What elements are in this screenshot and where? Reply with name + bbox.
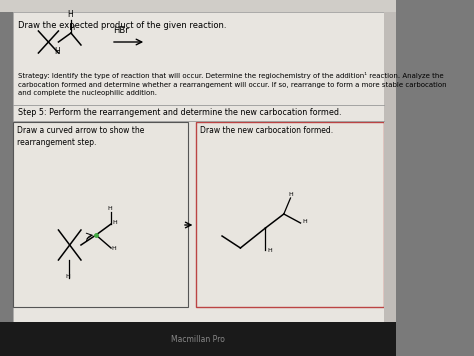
- Text: H: H: [302, 219, 307, 224]
- Text: H: H: [111, 246, 116, 251]
- Text: H: H: [67, 10, 73, 19]
- Text: H: H: [267, 248, 272, 253]
- Text: H: H: [113, 220, 118, 225]
- Text: H: H: [69, 25, 74, 31]
- Text: Step 5: Perform the rearrangement and determine the new carbocation formed.: Step 5: Perform the rearrangement and de…: [18, 108, 342, 117]
- Bar: [12, 12, 384, 322]
- Bar: [12, 122, 188, 307]
- Text: Draw the new carbocation formed.: Draw the new carbocation formed.: [201, 126, 334, 135]
- Text: Draw a curved arrow to show the
rearrangement step.: Draw a curved arrow to show the rearrang…: [17, 126, 144, 147]
- Bar: [0, 0, 396, 12]
- Text: Macmillan Pro: Macmillan Pro: [171, 335, 225, 345]
- Bar: [196, 122, 384, 307]
- Bar: [0, 322, 396, 356]
- Text: H: H: [54, 47, 60, 56]
- Bar: [384, 12, 396, 322]
- Text: Draw the expected product of the given reaction.: Draw the expected product of the given r…: [18, 21, 227, 30]
- Text: H: H: [288, 192, 293, 197]
- Text: HBr: HBr: [113, 26, 128, 35]
- Text: Strategy: Identify the type of reaction that will occur. Determine the regiochem: Strategy: Identify the type of reaction …: [18, 72, 447, 96]
- Text: H: H: [65, 274, 70, 279]
- Text: H: H: [107, 206, 112, 211]
